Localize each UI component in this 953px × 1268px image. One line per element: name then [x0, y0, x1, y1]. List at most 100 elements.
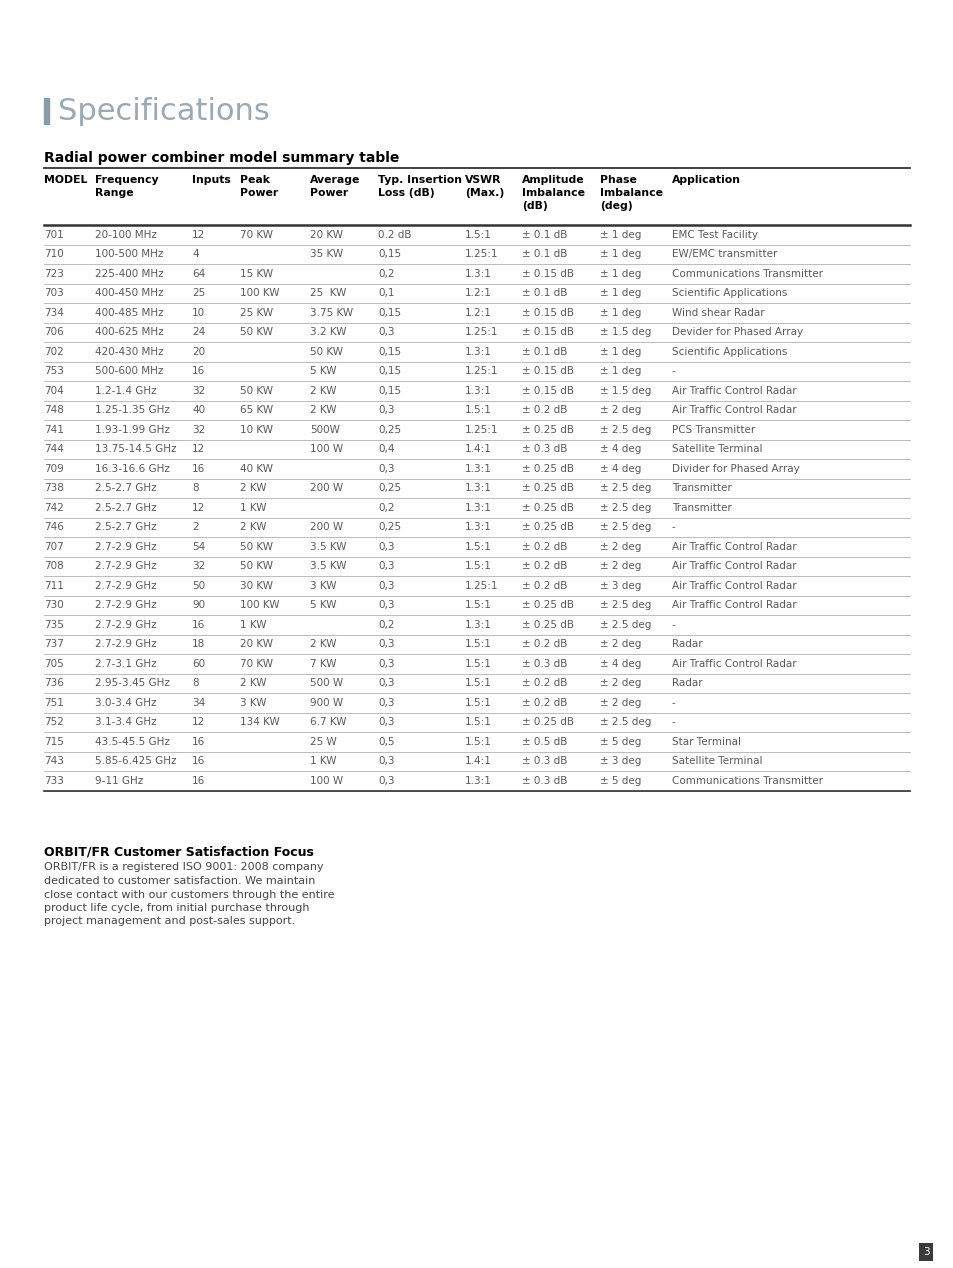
Text: ± 1 deg: ± 1 deg	[599, 250, 640, 259]
Text: 704: 704	[44, 385, 64, 396]
Text: ± 0.3 dB: ± 0.3 dB	[521, 659, 567, 668]
Text: 0.2 dB: 0.2 dB	[377, 230, 411, 240]
Text: 0,15: 0,15	[377, 366, 400, 377]
Text: Peak
Power: Peak Power	[240, 175, 278, 198]
Text: 12: 12	[192, 444, 205, 454]
Text: 25: 25	[192, 288, 205, 298]
Text: 2 KW: 2 KW	[240, 678, 266, 689]
Text: 703: 703	[44, 288, 64, 298]
Text: 400-450 MHz: 400-450 MHz	[95, 288, 163, 298]
Text: -: -	[671, 366, 675, 377]
Text: 5.85-6.425 GHz: 5.85-6.425 GHz	[95, 756, 176, 766]
Text: 752: 752	[44, 718, 64, 728]
Text: 2.5-2.7 GHz: 2.5-2.7 GHz	[95, 483, 156, 493]
Text: 8: 8	[192, 483, 198, 493]
Text: ± 3 deg: ± 3 deg	[599, 581, 640, 591]
Text: 1.5:1: 1.5:1	[464, 600, 492, 610]
Text: ± 0.25 dB: ± 0.25 dB	[521, 522, 574, 533]
Text: 0,3: 0,3	[377, 718, 395, 728]
Text: Divider for Phased Array: Divider for Phased Array	[671, 464, 799, 474]
Text: 6.7 KW: 6.7 KW	[310, 718, 346, 728]
Text: 50 KW: 50 KW	[240, 541, 273, 552]
Text: 64: 64	[192, 269, 205, 279]
Text: 702: 702	[44, 346, 64, 356]
Text: 1.3:1: 1.3:1	[464, 776, 492, 786]
Text: ± 0.1 dB: ± 0.1 dB	[521, 288, 567, 298]
Text: ± 0.15 dB: ± 0.15 dB	[521, 327, 574, 337]
Text: 3 KW: 3 KW	[310, 581, 336, 591]
Text: 2 KW: 2 KW	[310, 385, 336, 396]
Text: 25  KW: 25 KW	[310, 288, 346, 298]
Text: 70 KW: 70 KW	[240, 659, 273, 668]
Text: 2 KW: 2 KW	[240, 522, 266, 533]
Text: 60: 60	[192, 659, 205, 668]
Text: 3.5 KW: 3.5 KW	[310, 562, 346, 572]
Text: 50 KW: 50 KW	[240, 385, 273, 396]
Text: dedicated to customer satisfaction. We maintain: dedicated to customer satisfaction. We m…	[44, 876, 315, 886]
Text: 1.3:1: 1.3:1	[464, 385, 492, 396]
Text: 5 KW: 5 KW	[310, 366, 336, 377]
Text: Air Traffic Control Radar: Air Traffic Control Radar	[671, 385, 796, 396]
Text: Transmitter: Transmitter	[671, 483, 731, 493]
Text: 70 KW: 70 KW	[240, 230, 273, 240]
Text: 900 W: 900 W	[310, 697, 343, 708]
Text: Communications Transmitter: Communications Transmitter	[671, 269, 822, 279]
Text: 0,3: 0,3	[377, 639, 395, 649]
Text: 1.5:1: 1.5:1	[464, 541, 492, 552]
Text: 0,3: 0,3	[377, 697, 395, 708]
Text: 40: 40	[192, 406, 205, 415]
Text: Air Traffic Control Radar: Air Traffic Control Radar	[671, 406, 796, 415]
Text: ± 0.25 dB: ± 0.25 dB	[521, 600, 574, 610]
Text: ± 1.5 deg: ± 1.5 deg	[599, 385, 651, 396]
Text: Satellite Terminal: Satellite Terminal	[671, 444, 761, 454]
Text: 50 KW: 50 KW	[240, 562, 273, 572]
Text: close contact with our customers through the entire: close contact with our customers through…	[44, 889, 335, 899]
Text: 0,25: 0,25	[377, 425, 400, 435]
Text: 2.7-3.1 GHz: 2.7-3.1 GHz	[95, 659, 156, 668]
Text: 1.5:1: 1.5:1	[464, 406, 492, 415]
Text: 1.3:1: 1.3:1	[464, 502, 492, 512]
Text: 1.3:1: 1.3:1	[464, 620, 492, 630]
Text: 400-625 MHz: 400-625 MHz	[95, 327, 164, 337]
Text: 744: 744	[44, 444, 64, 454]
Text: 34: 34	[192, 697, 205, 708]
Text: 43.5-45.5 GHz: 43.5-45.5 GHz	[95, 737, 170, 747]
Text: 2.7-2.9 GHz: 2.7-2.9 GHz	[95, 581, 156, 591]
Text: 100 W: 100 W	[310, 444, 343, 454]
Text: 0,4: 0,4	[377, 444, 395, 454]
Text: ± 0.15 dB: ± 0.15 dB	[521, 308, 574, 318]
Text: 1.25:1: 1.25:1	[464, 366, 498, 377]
Text: 1.25:1: 1.25:1	[464, 327, 498, 337]
Text: ± 4 deg: ± 4 deg	[599, 444, 640, 454]
Text: 32: 32	[192, 562, 205, 572]
Text: 0,3: 0,3	[377, 600, 395, 610]
Text: 723: 723	[44, 269, 64, 279]
Text: 500 W: 500 W	[310, 678, 343, 689]
Text: 90: 90	[192, 600, 205, 610]
Text: 3: 3	[922, 1246, 928, 1257]
Text: 738: 738	[44, 483, 64, 493]
Text: ± 0.2 dB: ± 0.2 dB	[521, 406, 567, 415]
Text: 134 KW: 134 KW	[240, 718, 279, 728]
Text: 0,3: 0,3	[377, 541, 395, 552]
Text: 709: 709	[44, 464, 64, 474]
Text: Phase
Imbalance
(deg): Phase Imbalance (deg)	[599, 175, 662, 210]
Text: 3 KW: 3 KW	[240, 697, 266, 708]
Text: 706: 706	[44, 327, 64, 337]
Text: ± 1 deg: ± 1 deg	[599, 308, 640, 318]
Text: 1.5:1: 1.5:1	[464, 718, 492, 728]
Text: 1.4:1: 1.4:1	[464, 444, 492, 454]
Text: Application: Application	[671, 175, 740, 185]
Text: 4: 4	[192, 250, 198, 259]
Text: MODEL: MODEL	[44, 175, 88, 185]
Text: 1.25:1: 1.25:1	[464, 250, 498, 259]
Text: ± 2 deg: ± 2 deg	[599, 541, 640, 552]
Text: ± 1 deg: ± 1 deg	[599, 230, 640, 240]
Text: ± 3 deg: ± 3 deg	[599, 756, 640, 766]
Text: 1.2-1.4 GHz: 1.2-1.4 GHz	[95, 385, 156, 396]
Text: 707: 707	[44, 541, 64, 552]
Text: ± 0.1 dB: ± 0.1 dB	[521, 250, 567, 259]
Text: 12: 12	[192, 718, 205, 728]
Text: Satellite Terminal: Satellite Terminal	[671, 756, 761, 766]
Text: 3.75 KW: 3.75 KW	[310, 308, 353, 318]
